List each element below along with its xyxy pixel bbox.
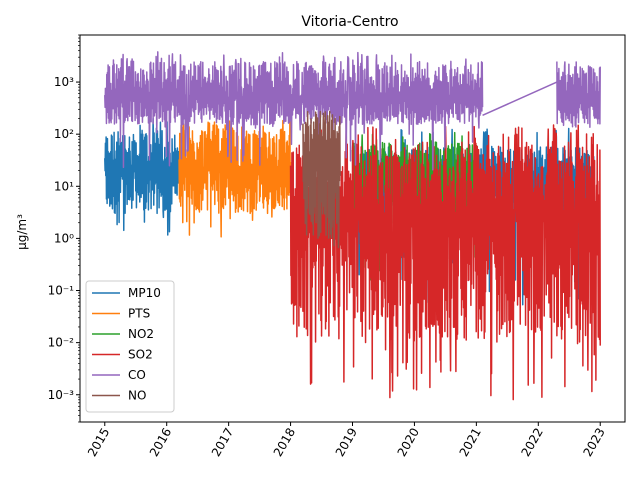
x-tick-label-2015: 2015 [85,426,112,459]
legend-label-pts: PTS [128,307,150,321]
y-tick-label--2: 10⁻² [48,336,75,350]
x-tick-label-2021: 2021 [457,426,484,459]
y-tick-label-3: 10³ [54,75,74,89]
y-axis-label: μg/m³ [15,214,29,250]
series-mp10-line [104,117,180,236]
x-axis: 2015 2016 2017 2018 2019 2020 2021 2022 2023 [85,422,608,459]
x-tick-label-2023: 2023 [580,426,607,459]
y-axis: 10⁻³ 10⁻² 10⁻¹ 10⁰ 10¹ 10² 10³ [48,34,80,423]
series-co-line [556,61,601,129]
legend-label-mp10: MP10 [128,286,161,300]
legend-label-no2: NO2 [128,327,154,341]
legend-label-so2: SO2 [128,348,153,362]
y-tick-label--3: 10⁻³ [48,388,75,402]
series-layer [104,51,601,401]
series-pts [178,119,292,238]
legend: MP10 PTS NO2 SO2 CO NO [85,280,175,413]
x-tick-label-2019: 2019 [333,426,360,459]
series-co [104,51,601,171]
series-no [302,110,341,249]
legend-label-no: NO [128,389,146,403]
chart-title: Vitoria-Centro [301,14,398,30]
y-tick-label-0: 10⁰ [54,231,74,245]
x-tick-label-2022: 2022 [518,426,545,459]
series-no-line [302,110,341,249]
series-co-gap-line [482,81,558,117]
series-so2-line [289,124,601,401]
x-tick-label-2017: 2017 [209,426,236,459]
y-tick-label-1: 10¹ [54,179,74,193]
y-tick-label--1: 10⁻¹ [48,284,75,298]
series-so2 [289,124,601,401]
x-tick-label-2018: 2018 [271,426,298,459]
y-tick-label-2: 10² [54,127,74,141]
x-tick-label-2016: 2016 [147,426,174,459]
x-tick-label-2020: 2020 [395,426,422,459]
legend-label-co: CO [128,368,146,382]
series-co-line [104,51,484,171]
series-pts-line [178,119,292,238]
